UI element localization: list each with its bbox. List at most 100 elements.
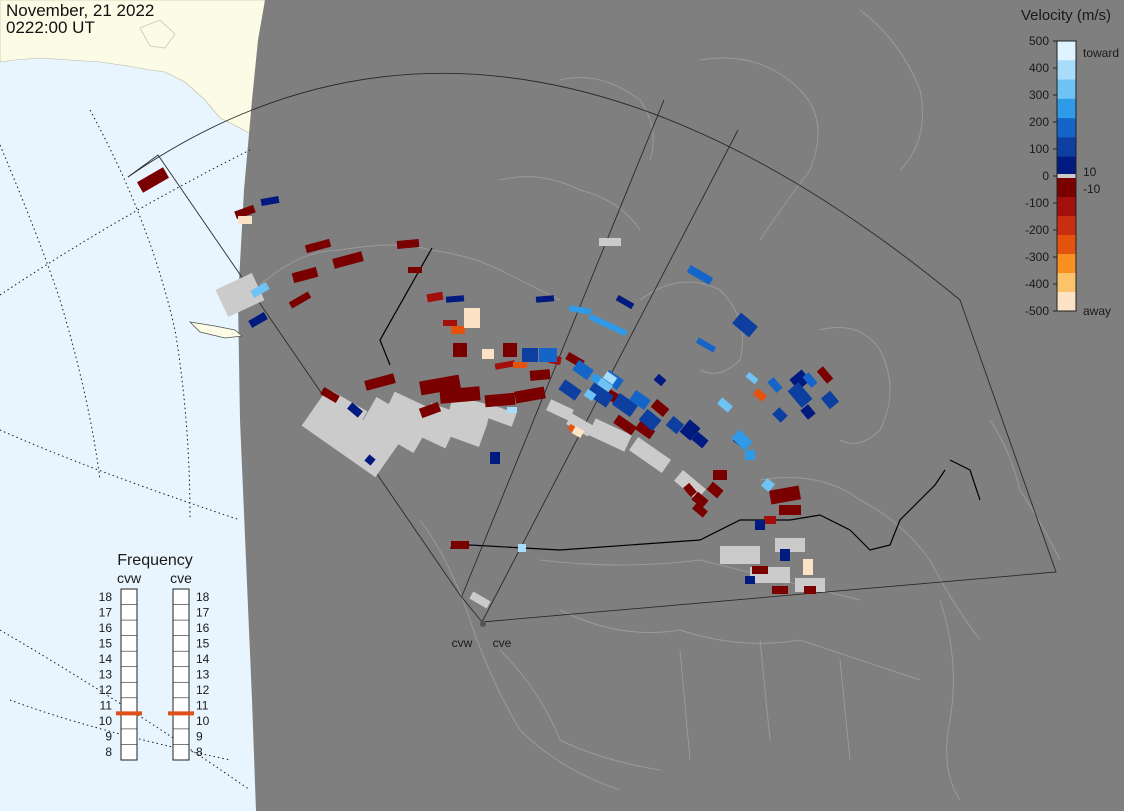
colorbar-cell [1057, 197, 1076, 217]
colorbar-tick-label: -200 [1025, 223, 1049, 237]
frequency-tick-label: 11 [100, 699, 113, 713]
scatter-cell [760, 477, 776, 493]
scatter-cell [629, 389, 651, 411]
colorbar-toward-label: toward [1083, 46, 1119, 60]
frequency-tick-label: 16 [196, 621, 210, 635]
colorbar-tick-label: -400 [1025, 277, 1049, 291]
scatter-cell [752, 566, 768, 574]
scatter-cell [803, 559, 813, 575]
scatter-cell [588, 418, 632, 452]
scatter-cell [683, 482, 697, 498]
colorbar-tick-label: 300 [1029, 88, 1049, 102]
scatter-cell [752, 388, 768, 402]
colorbar-cell [1057, 41, 1076, 61]
scatter-cell [686, 265, 714, 285]
frequency-tick-label: 10 [196, 714, 210, 728]
scatter-cell [767, 377, 783, 393]
radar-site-cvw-label: cvw [452, 636, 473, 650]
scatter-cell [755, 520, 765, 530]
scatter-cell [558, 379, 582, 401]
colorbar-cell [1057, 292, 1076, 312]
scatter-cell [566, 413, 594, 437]
scatter-cell [539, 348, 557, 362]
scatter-cell [522, 348, 538, 362]
scatter-cell [332, 251, 364, 269]
scatter-cell [535, 295, 555, 303]
scatter-cell [611, 392, 639, 418]
radar-site-cve-label: cve [493, 636, 512, 650]
ice-island [139, 19, 176, 49]
scatter-cell [361, 397, 429, 453]
scatter-cell [482, 349, 494, 359]
scatter-cell [745, 576, 755, 584]
scatter-cell [418, 401, 442, 419]
scatter-cell [586, 382, 614, 408]
scatter-layer [137, 167, 840, 609]
frequency-tick-label: 15 [196, 636, 210, 650]
colorbar-positive-threshold: 10 [1083, 165, 1097, 179]
colorbar-ticks: 500 400 300 200 100 0 -100 -200 -300 -400 -500 [1025, 34, 1057, 318]
frequency-column [120, 588, 138, 761]
scatter-cell [720, 546, 760, 564]
scatter-cell [291, 266, 319, 284]
scatter-cell [583, 388, 597, 402]
scatter-cell [665, 415, 685, 435]
scatter-cell [443, 320, 457, 326]
scatter-cell [717, 397, 733, 413]
colorbar-cell [1057, 254, 1076, 274]
colorbar-tick-label: 0 [1042, 169, 1049, 183]
scatter-cell [615, 294, 635, 310]
frequency-tick-label: 12 [196, 683, 210, 697]
colorbar-negative-threshold: -10 [1083, 182, 1101, 196]
scatter-cell [800, 404, 816, 420]
scatter-cell [775, 538, 805, 552]
colorbar-cell [1057, 216, 1076, 236]
scatter-cell [653, 373, 667, 387]
frequency-tick-label: 15 [99, 636, 113, 650]
scatter-cell [396, 239, 420, 249]
latitude-grid [0, 109, 251, 791]
scatter-cell [503, 343, 517, 357]
colorbar-tick-label: 100 [1029, 142, 1049, 156]
scatter-cell [490, 452, 500, 464]
scatter-cell [634, 420, 656, 440]
colorbar-cell [1057, 79, 1076, 100]
frequency-tick-label: 17 [196, 605, 210, 619]
frequency-radar-label: cvw [117, 570, 142, 586]
scatter-cell [820, 390, 840, 410]
scatter-cell [364, 373, 396, 391]
scatter-cell [320, 387, 340, 403]
scatter-cell [588, 313, 628, 337]
frequency-tick-label: 12 [99, 683, 113, 697]
scatter-cell [572, 359, 594, 381]
scatter-cell [248, 312, 268, 328]
scatter-cell [301, 392, 399, 478]
colorbar-cell [1057, 156, 1076, 177]
frequency-tick-label: 18 [99, 590, 113, 604]
scatter-cell [260, 195, 280, 207]
scatter-cell [507, 407, 517, 413]
colorbar-tick-label: 500 [1029, 34, 1049, 48]
scatter-cell [772, 586, 788, 594]
scatter-cell [494, 360, 516, 370]
colorbar-cell [1057, 60, 1076, 81]
colorbar-title: Velocity (m/s) [1021, 7, 1111, 24]
scatter-cell [779, 505, 801, 515]
scatter-cell [769, 485, 801, 505]
scatter-cell [529, 369, 551, 381]
colorbar-cell [1057, 137, 1076, 158]
frequency-indicator [116, 711, 142, 716]
frequency-tick-label: 16 [99, 621, 113, 635]
scatter-cell [445, 295, 465, 303]
colorbar-tick-label: -500 [1025, 304, 1049, 318]
frequency-column [172, 588, 190, 761]
scatter-cell [250, 282, 270, 298]
scatter-cell [451, 541, 469, 549]
colorbar-cell [1057, 118, 1076, 138]
scatter-cell [518, 544, 526, 552]
frequency-tick-label: 8 [105, 745, 112, 759]
frequency-tick-label: 13 [196, 668, 210, 682]
colorbar-tick-label: -300 [1025, 250, 1049, 264]
time-label: 0222:00 UT [6, 18, 95, 37]
